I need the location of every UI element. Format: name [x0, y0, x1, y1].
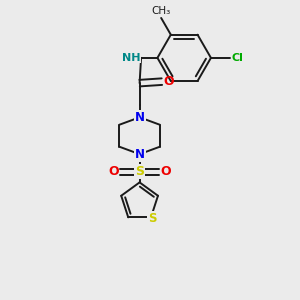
- Text: S: S: [135, 166, 144, 178]
- Text: Cl: Cl: [231, 53, 243, 63]
- Text: O: O: [163, 75, 174, 88]
- Text: NH: NH: [122, 53, 140, 63]
- Text: N: N: [135, 111, 145, 124]
- Text: CH₃: CH₃: [152, 7, 171, 16]
- Text: O: O: [109, 166, 119, 178]
- Text: S: S: [148, 212, 156, 225]
- Text: N: N: [135, 148, 145, 161]
- Text: O: O: [160, 166, 171, 178]
